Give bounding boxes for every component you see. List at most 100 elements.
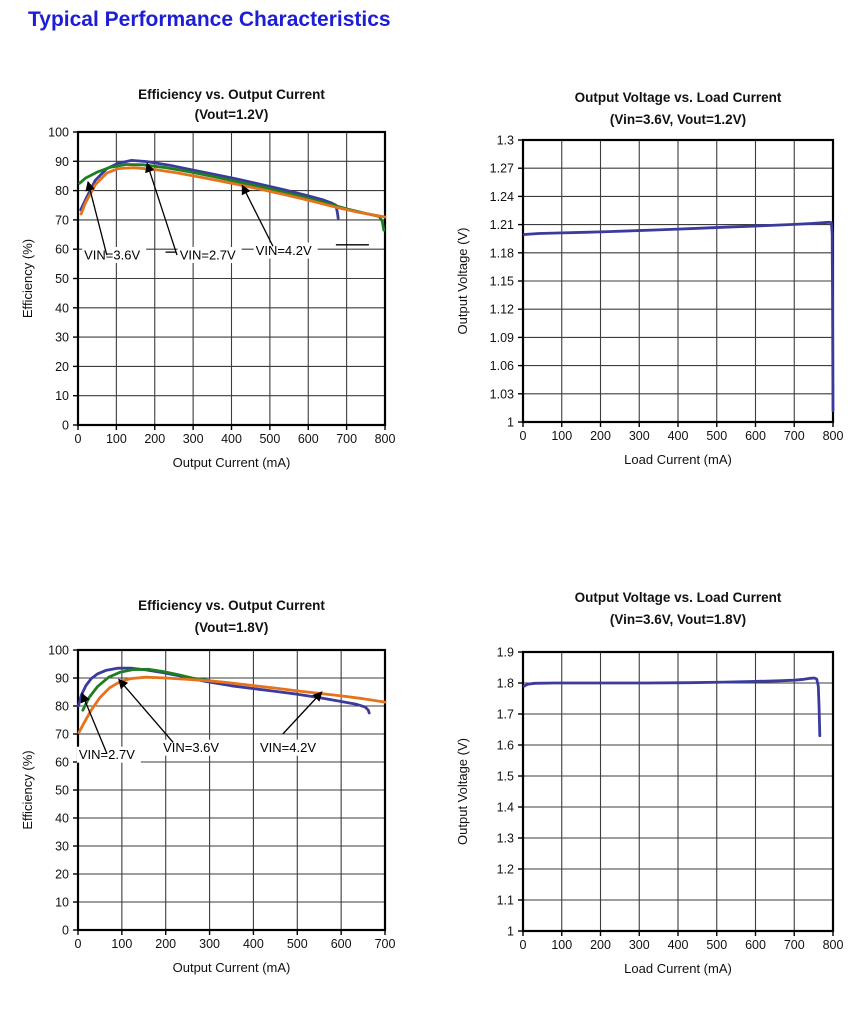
annotation-label-bg xyxy=(177,246,242,263)
annotation-label-bg xyxy=(82,246,147,263)
y-axis-title: Efficiency (%) xyxy=(20,750,35,829)
x-axis-title: Output Current (mA) xyxy=(173,455,291,470)
chart-canvas: Efficiency vs. Output Current (Vout=1.8V)… xyxy=(20,598,396,975)
axis-ticks xyxy=(518,651,834,936)
svg-text:600: 600 xyxy=(298,432,319,446)
svg-text:300: 300 xyxy=(629,429,650,443)
svg-text:300: 300 xyxy=(629,938,650,952)
svg-text:1.15: 1.15 xyxy=(490,275,514,289)
svg-text:700: 700 xyxy=(784,938,805,952)
chart-canvas: Efficiency vs. Output Current (Vout=1.2V)… xyxy=(20,87,396,470)
svg-text:100: 100 xyxy=(106,432,127,446)
annotation-arrow xyxy=(80,692,108,754)
annotation-label: VIN=3.6V xyxy=(84,247,140,262)
svg-text:300: 300 xyxy=(199,937,220,951)
svg-text:200: 200 xyxy=(590,429,611,443)
x-axis-title: Output Current (mA) xyxy=(173,960,291,975)
svg-text:600: 600 xyxy=(745,429,766,443)
chart-output-voltage-vout-1.8v: Output Voltage vs. Load Current (Vin=3.6V… xyxy=(445,578,865,990)
annotation-arrow xyxy=(241,184,274,247)
svg-text:0: 0 xyxy=(62,924,69,938)
svg-text:1.7: 1.7 xyxy=(497,708,514,722)
y-tick-labels: 0 10 20 30 40 50 60 70 80 90 100 xyxy=(48,126,69,433)
annotation-label: VIN=3.6V xyxy=(163,740,219,755)
svg-text:10: 10 xyxy=(55,896,69,910)
grid-lines xyxy=(523,652,833,931)
plot-border xyxy=(521,650,835,933)
svg-text:80: 80 xyxy=(55,184,69,198)
svg-text:400: 400 xyxy=(243,937,264,951)
x-tick-labels: 0 100 200 300 400 500 600 700 800 xyxy=(520,938,844,952)
chart-title: Efficiency vs. Output Current xyxy=(138,87,325,102)
series-line-Vout xyxy=(522,676,822,738)
svg-text:800: 800 xyxy=(823,938,844,952)
svg-text:200: 200 xyxy=(144,432,165,446)
svg-text:0: 0 xyxy=(75,432,82,446)
svg-text:1.5: 1.5 xyxy=(497,770,514,784)
svg-text:1.24: 1.24 xyxy=(490,190,514,204)
svg-text:600: 600 xyxy=(331,937,352,951)
svg-text:1.18: 1.18 xyxy=(490,246,514,260)
svg-text:500: 500 xyxy=(287,937,308,951)
svg-text:100: 100 xyxy=(111,937,132,951)
svg-text:500: 500 xyxy=(706,938,727,952)
svg-text:80: 80 xyxy=(55,700,69,714)
chart-output-voltage-vout-1.2v: Output Voltage vs. Load Current (Vin=3.6V… xyxy=(445,85,865,485)
y-axis-title: Output Voltage (V) xyxy=(455,738,470,845)
chart-subtitle: (Vout=1.8V) xyxy=(195,620,269,635)
annotation-label: VIN=4.2V xyxy=(260,740,316,755)
plot-border xyxy=(76,648,387,932)
svg-text:400: 400 xyxy=(221,432,242,446)
annotation-label-bg xyxy=(253,242,318,259)
svg-text:200: 200 xyxy=(590,938,611,952)
svg-text:100: 100 xyxy=(551,429,572,443)
svg-text:100: 100 xyxy=(48,126,69,140)
svg-text:1: 1 xyxy=(507,925,514,939)
svg-text:40: 40 xyxy=(55,301,69,315)
svg-text:1.12: 1.12 xyxy=(490,303,514,317)
chart-efficiency-vout-1.8v: Efficiency vs. Output Current (Vout=1.8V)… xyxy=(20,592,440,992)
x-tick-labels: 0 100 200 300 400 500 600 700 800 xyxy=(75,432,396,446)
y-tick-labels: 1 1.03 1.06 1.09 1.12 1.15 1.18 1.21 1.24 1.27 1.3 xyxy=(490,134,514,430)
chart-subtitle: (Vin=3.6V, Vout=1.2V) xyxy=(610,112,746,127)
svg-text:1.03: 1.03 xyxy=(490,387,514,401)
svg-text:1.27: 1.27 xyxy=(490,162,514,176)
page-title: Typical Performance Characteristics xyxy=(28,8,391,31)
svg-text:700: 700 xyxy=(336,432,357,446)
annotation-arrow xyxy=(145,162,178,256)
chart-canvas: Output Voltage vs. Load Current (Vin=3.6V… xyxy=(455,90,844,467)
svg-text:200: 200 xyxy=(155,937,176,951)
svg-text:1.3: 1.3 xyxy=(497,134,514,148)
annotation-arrow xyxy=(85,180,108,256)
series-line-Vout xyxy=(522,220,835,413)
svg-text:700: 700 xyxy=(784,429,805,443)
svg-text:50: 50 xyxy=(55,272,69,286)
annotation-label-bg xyxy=(76,746,141,763)
x-tick-labels: 0 100 200 300 400 500 600 700 800 xyxy=(520,429,844,443)
chart-title: Output Voltage vs. Load Current xyxy=(575,590,782,605)
svg-text:1.2: 1.2 xyxy=(497,863,514,877)
grid-lines xyxy=(523,140,833,422)
x-axis-title: Load Current (mA) xyxy=(624,961,732,976)
svg-text:40: 40 xyxy=(55,812,69,826)
annotation-label-bg xyxy=(161,739,226,756)
axis-ticks xyxy=(518,139,834,427)
svg-text:700: 700 xyxy=(375,937,396,951)
svg-text:800: 800 xyxy=(823,429,844,443)
annotation-arrow xyxy=(118,678,174,743)
y-tick-labels: 1 1.1 1.2 1.3 1.4 1.5 1.6 1.7 1.8 1.9 xyxy=(497,646,514,939)
svg-text:100: 100 xyxy=(48,644,69,658)
x-axis-title: Load Current (mA) xyxy=(624,452,732,467)
y-tick-labels: 0 10 20 30 40 50 60 70 80 90 100 xyxy=(48,644,69,938)
series-line-VIN=3.6V xyxy=(81,667,212,712)
series-line-VIN=4.2V xyxy=(79,166,387,219)
svg-text:70: 70 xyxy=(55,213,69,227)
chart-title: Efficiency vs. Output Current xyxy=(138,598,325,613)
svg-text:1.06: 1.06 xyxy=(490,359,514,373)
svg-text:100: 100 xyxy=(551,938,572,952)
y-axis-title: Output Voltage (V) xyxy=(455,228,470,335)
svg-text:1: 1 xyxy=(507,416,514,430)
svg-text:0: 0 xyxy=(62,419,69,433)
svg-text:500: 500 xyxy=(706,429,727,443)
svg-text:50: 50 xyxy=(55,784,69,798)
